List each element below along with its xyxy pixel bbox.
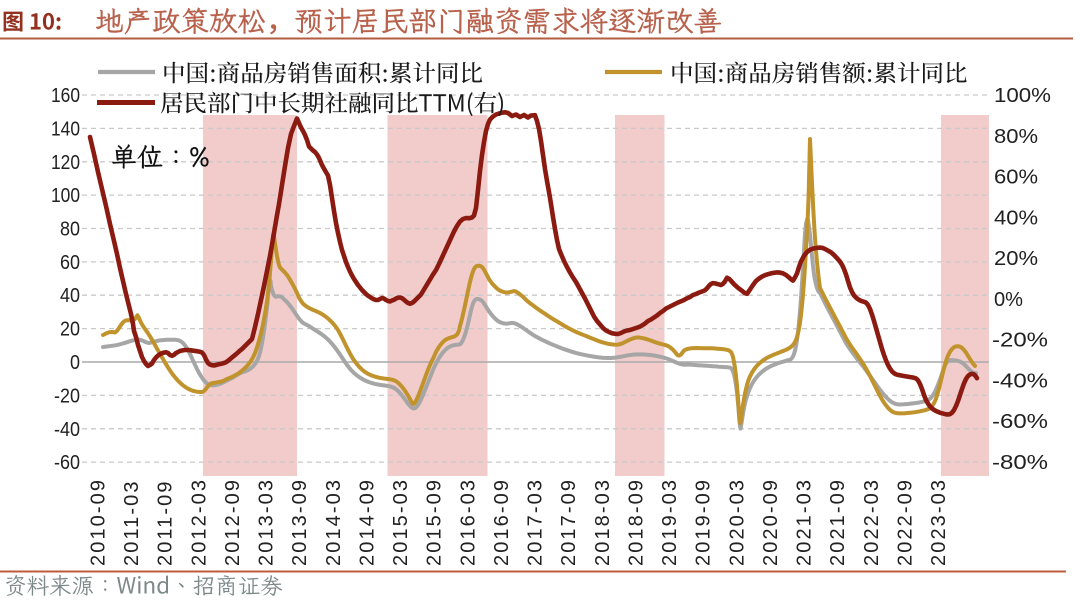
svg-text:-40%: -40% <box>992 369 1048 392</box>
svg-text:100%: 100% <box>994 84 1051 107</box>
svg-text:-20%: -20% <box>992 329 1048 352</box>
svg-text:2013-03: 2013-03 <box>256 478 278 566</box>
svg-text:2022-09: 2022-09 <box>894 478 916 566</box>
svg-text:80%: 80% <box>994 125 1038 148</box>
svg-text:100: 100 <box>51 184 80 207</box>
svg-text:2014-03: 2014-03 <box>323 478 345 566</box>
svg-text:2023-03: 2023-03 <box>928 478 950 566</box>
svg-text:140: 140 <box>51 117 80 140</box>
svg-text:2020-09: 2020-09 <box>760 478 782 566</box>
svg-text:2015-03: 2015-03 <box>390 478 412 566</box>
svg-text:40: 40 <box>60 284 80 307</box>
svg-text:-80%: -80% <box>992 451 1048 474</box>
svg-text:2019-03: 2019-03 <box>659 478 681 566</box>
svg-text:-60%: -60% <box>992 410 1048 433</box>
svg-text:2021-09: 2021-09 <box>827 478 849 566</box>
svg-text:2012-09: 2012-09 <box>222 478 244 566</box>
svg-text:2018-09: 2018-09 <box>625 478 647 566</box>
svg-text:2015-09: 2015-09 <box>424 478 446 566</box>
svg-text:0%: 0% <box>994 288 1023 311</box>
svg-text:2022-03: 2022-03 <box>861 478 883 566</box>
svg-text:20%: 20% <box>994 247 1038 270</box>
svg-text:2019-09: 2019-09 <box>693 478 715 566</box>
svg-text:40%: 40% <box>994 206 1038 229</box>
svg-text:80: 80 <box>60 218 80 241</box>
svg-text:120: 120 <box>51 151 80 174</box>
svg-text:2020-03: 2020-03 <box>726 478 748 566</box>
svg-text:2017-09: 2017-09 <box>558 478 580 566</box>
svg-text:60: 60 <box>60 251 80 274</box>
svg-text:-40: -40 <box>54 418 80 441</box>
svg-text:2018-03: 2018-03 <box>592 478 614 566</box>
svg-text:2011-09: 2011-09 <box>155 479 177 566</box>
svg-text:-20: -20 <box>54 384 80 407</box>
svg-text:60%: 60% <box>994 166 1038 189</box>
svg-text:2016-03: 2016-03 <box>457 478 479 566</box>
svg-text:-60: -60 <box>54 451 80 474</box>
svg-text:0: 0 <box>70 351 80 374</box>
svg-text:2010-09: 2010-09 <box>88 478 110 566</box>
svg-text:2013-09: 2013-09 <box>289 478 311 566</box>
svg-text:2011-03: 2011-03 <box>121 479 143 566</box>
svg-text:2012-03: 2012-03 <box>188 478 210 566</box>
svg-text:2014-09: 2014-09 <box>357 478 379 566</box>
svg-text:2017-03: 2017-03 <box>525 478 547 566</box>
svg-text:20: 20 <box>60 318 80 341</box>
svg-text:2016-09: 2016-09 <box>491 478 513 566</box>
svg-text:160: 160 <box>51 84 80 107</box>
svg-text:2021-03: 2021-03 <box>794 478 816 566</box>
